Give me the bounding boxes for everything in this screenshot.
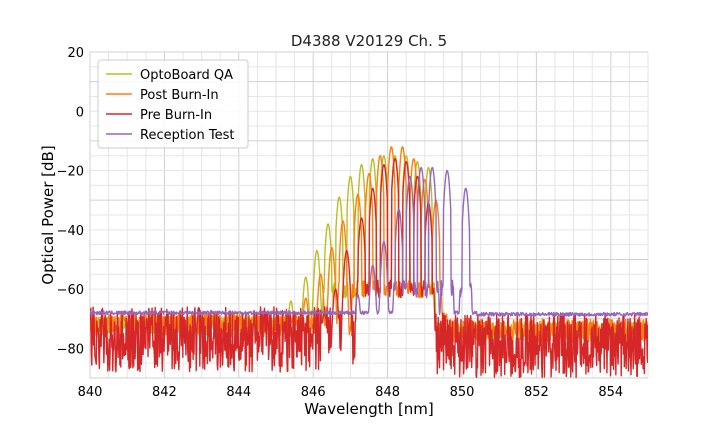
series-line-reception-test <box>90 166 648 317</box>
legend-entry: Reception Test <box>140 128 234 143</box>
x-tick-label: 846 <box>301 385 326 400</box>
y-tick-label: −20 <box>57 165 84 180</box>
x-tick-label: 840 <box>78 385 103 400</box>
x-tick-label: 854 <box>598 385 623 400</box>
x-tick-label: 850 <box>450 385 475 400</box>
y-tick-label: −40 <box>57 224 84 239</box>
y-axis-label: Optical Power [dB] <box>39 145 57 284</box>
x-axis-label: Wavelength [nm] <box>304 400 434 418</box>
series-group <box>90 146 648 378</box>
legend-entry: OptoBoard QA <box>140 68 233 83</box>
legend-box <box>97 59 249 149</box>
y-tick-label: −80 <box>57 342 84 357</box>
x-tick-label: 852 <box>524 385 549 400</box>
legend-entry: Pre Burn-In <box>140 108 212 123</box>
y-tick-label: 0 <box>76 105 84 120</box>
y-tick-label: 20 <box>67 46 84 61</box>
x-tick-label: 848 <box>375 385 400 400</box>
x-tick-label: 842 <box>152 385 177 400</box>
legend-entry: Post Burn-In <box>140 88 219 103</box>
x-tick-label: 844 <box>226 385 251 400</box>
legend: OptoBoard QA Post Burn-In Pre Burn-In Recep… <box>97 59 249 149</box>
y-tick-label: −60 <box>57 283 84 298</box>
chart-title: D4388 V20129 Ch. 5 <box>291 32 447 50</box>
